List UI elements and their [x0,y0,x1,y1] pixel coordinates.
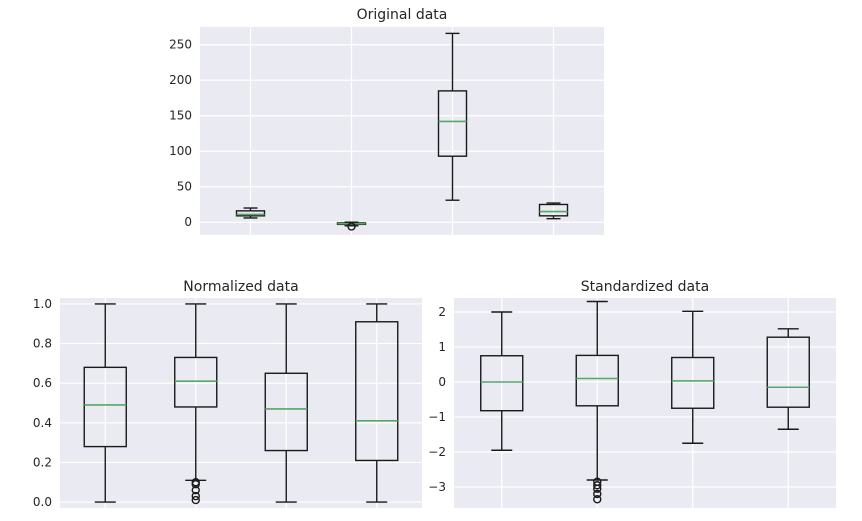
box-2 [174,303,218,505]
outlier-point [347,222,356,231]
iqr-box [355,321,399,462]
y-tick-label: 0.0 [33,495,52,509]
y-tick-label: 0.2 [33,455,52,469]
y-tick-label: −1 [428,410,446,424]
iqr-box [83,366,127,448]
chart-title: Normalized data [183,279,298,295]
box-1 [83,303,127,503]
y-tick-label: 200 [169,73,192,87]
box-4 [766,328,810,430]
y-tick-label: 0 [184,215,192,229]
iqr-box [437,90,468,157]
normalized-data-panel: Normalized data 0.0 0.2 0.4 0.6 0.8 1.0 [33,279,422,509]
box-2 [575,300,619,504]
iqr-box [264,372,308,452]
y-tick-label: 0.6 [33,376,52,390]
plot-area [60,298,422,508]
y-tick-label: 150 [169,109,192,123]
outlier-point [593,495,602,504]
outlier-point [593,484,602,493]
y-tick-label: 250 [169,38,192,52]
chart-title: Standardized data [581,279,709,295]
original-data-panel: Original data 0 50 100 150 200 250 [169,7,604,235]
outlier-point [191,480,200,489]
y-tick-label: −2 [428,445,446,459]
box-4 [538,202,569,220]
outlier-point [191,495,200,505]
box-3 [437,32,468,201]
iqr-box [671,356,715,409]
iqr-box [480,355,524,412]
box-3 [264,303,308,503]
y-tick-label: 100 [169,144,192,158]
plot-area [454,298,836,508]
plot-area [200,27,604,235]
iqr-box [235,210,266,217]
outlier-point [593,481,602,490]
box-4 [355,303,399,503]
y-tick-label: 0.8 [33,337,52,351]
y-tick-label: −3 [428,480,446,494]
y-tick-label: 0 [438,375,446,389]
iqr-box [538,203,569,217]
iqr-box [174,356,218,408]
box-1 [480,311,524,451]
chart-title: Original data [357,7,448,23]
outlier-point [191,491,200,501]
y-tick-label: 1.0 [33,297,52,311]
y-tick-label: 0.4 [33,416,52,430]
standardized-data-panel: Standardized data −3 −2 −1 0 1 2 [428,279,836,508]
iqr-box [575,354,619,407]
y-tick-label: 1 [438,340,446,354]
outlier-point [593,489,602,499]
box-2 [336,221,367,231]
box-1 [235,207,266,219]
outlier-point [191,485,200,495]
y-tick-label: 50 [177,180,192,194]
iqr-box [766,336,810,408]
y-tick-label: 2 [438,305,446,319]
box-3 [671,310,715,444]
